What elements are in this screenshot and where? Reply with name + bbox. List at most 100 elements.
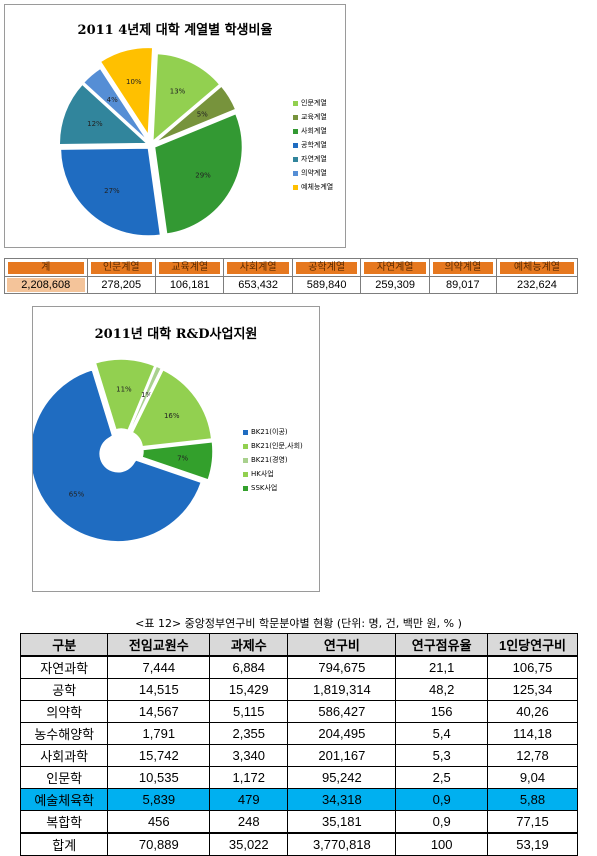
table-cell: 자연과학 (19, 655, 109, 679)
legend-label: BK21(이공) (251, 428, 288, 436)
legend-item: 의약계열 (293, 166, 333, 180)
table-cell: 합계 (19, 832, 109, 856)
table-cell: 6,884 (209, 655, 289, 679)
pie-slice (153, 84, 237, 144)
legend-item: 교육계열 (293, 110, 333, 124)
table-cell: 456 (107, 810, 211, 834)
header-label: 인문계열 (90, 261, 152, 274)
table-cell: 248 (209, 810, 289, 834)
table-cell: 156 (395, 700, 488, 723)
slice-label: 1% (141, 391, 152, 399)
table-cell: 0,9 (395, 788, 488, 811)
table-cell: 35,181 (287, 810, 397, 834)
legend-item: 사회계열 (293, 124, 333, 138)
table-header-cell: 계 (4, 258, 88, 277)
table-cell: 70,889 (107, 832, 211, 856)
table-cell: 232,624 (495, 276, 579, 294)
table-cell: 794,675 (287, 655, 397, 679)
table-cell: 공학 (19, 678, 109, 701)
table-cell: 9,04 (486, 766, 579, 789)
pie-slice (99, 46, 154, 138)
table-header-cell: 연구비 (287, 633, 397, 657)
table-header-cell: 인문계열 (86, 258, 156, 277)
cell-value: 2,208,608 (7, 278, 85, 292)
legend-label: 예체능계열 (301, 183, 334, 191)
table-caption: <표 12> 중앙정부연구비 학문분야별 현황 (단위: 명, 건, 백만 원,… (135, 617, 462, 630)
table-cell: 14,515 (107, 678, 211, 701)
pie-slice (58, 83, 150, 146)
table-cell: 5,839 (107, 788, 211, 811)
table-header-cell: 의약계열 (428, 258, 497, 277)
cell-value: 653,432 (238, 279, 279, 291)
chart-legend: BK21(이공) BK21(인문,사회) BK21(경영) HK사업 SSK사업 (243, 425, 303, 495)
header-label: 예체능계열 (499, 261, 574, 274)
table-cell: 204,495 (287, 722, 397, 745)
table-cell: 12,78 (486, 744, 579, 767)
pie-slice (94, 358, 156, 432)
legend-swatch (293, 170, 298, 176)
legend-label: SSK사업 (251, 484, 278, 492)
table-cell: 40,26 (486, 700, 579, 723)
table-cell: 77,15 (486, 810, 579, 834)
slice-label: 10% (126, 78, 142, 86)
research-fund-table: 구분 전임교원수 과제수 연구비 연구점유율 1인당연구비 자연과학 7,444 6,884 7… (19, 633, 579, 856)
table-cell: 653,432 (223, 276, 293, 294)
table-cell: 0,9 (395, 810, 488, 834)
legend-item: 예체능계열 (293, 180, 333, 194)
table-cell: 53,19 (486, 832, 579, 856)
legend-label: 의약계열 (301, 169, 327, 177)
legend-swatch (293, 100, 298, 106)
header-label: 사회계열 (227, 261, 289, 274)
legend-item: BK21(이공) (243, 425, 303, 439)
table-cell: 복합학 (19, 810, 109, 834)
table-header-row: 계 인문계열 교육계열 사회계열 공학계열 자연계열 의약계열 예체능계열 (4, 258, 579, 277)
table-cell: 예술체육학 (19, 788, 109, 811)
slice-label: 4% (107, 96, 118, 104)
slice-label: 65% (69, 491, 85, 499)
pie-chart-svg: 65% 11% 1% 16% 7% (33, 358, 214, 543)
table-cell: 7,444 (107, 655, 211, 679)
slice-label: 27% (104, 187, 120, 195)
legend-item: 자연계열 (293, 152, 333, 166)
cell-value: 589,840 (306, 279, 347, 291)
slice-label: 12% (87, 120, 103, 128)
table-cell: 2,208,608 (4, 276, 88, 294)
pie-chart-svg: 13% 5% 29% 27% 12% 4% 10% (58, 46, 244, 237)
table-cell: 201,167 (287, 744, 397, 767)
table-cell: 106,75 (486, 655, 579, 679)
legend-swatch (243, 429, 248, 435)
pie-slice (141, 440, 214, 481)
legend-label: 사회계열 (301, 127, 327, 135)
legend-item: BK21(경영) (243, 453, 303, 467)
table-row: 공학 14,515 15,429 1,819,314 48,2 125,34 (19, 678, 579, 701)
table-cell: 의약학 (19, 700, 109, 723)
table-cell: 사회과학 (19, 744, 109, 767)
table-cell: 2,355 (209, 722, 289, 745)
slice-label: 11% (116, 386, 132, 394)
legend-swatch (293, 142, 298, 148)
table-row: 2,208,608 278,205 106,181 653,432 589,840 259… (4, 276, 579, 294)
table-cell: 89,017 (428, 276, 497, 294)
table-header-cell: 공학계열 (291, 258, 362, 277)
table-header-cell: 교육계열 (154, 258, 225, 277)
table-cell: 259,309 (360, 276, 430, 294)
table-cell: 100 (395, 832, 488, 856)
table-row: 예술체육학 5,839 479 34,318 0,9 5,88 (19, 788, 579, 811)
student-ratio-chart: 2011 4년제 대학 계열별 학생비율 13% 5% 29% 27% 12% 4% 10%… (4, 4, 346, 248)
table-row: 합계 70,889 35,022 3,770,818 100 53,19 (19, 832, 579, 856)
table-cell: 1,791 (107, 722, 211, 745)
table-header-cell: 1인당연구비 (486, 633, 579, 657)
legend-swatch (243, 457, 248, 463)
legend-swatch (293, 114, 298, 120)
table-cell: 106,181 (154, 276, 225, 294)
table-cell: 125,34 (486, 678, 579, 701)
legend-label: 자연계열 (301, 155, 327, 163)
pie-slice (82, 67, 150, 143)
chart-legend: 인문계열 교육계열 사회계열 공학계열 자연계열 의약계열 예체능계열 (293, 96, 333, 194)
pie-slice (59, 147, 162, 237)
pie-slice (153, 112, 244, 235)
table-header-cell: 전임교원수 (107, 633, 211, 657)
table-row: 사회과학 15,742 3,340 201,167 5,3 12,78 (19, 744, 579, 767)
slice-label: 13% (170, 88, 186, 96)
student-count-table: 계 인문계열 교육계열 사회계열 공학계열 자연계열 의약계열 예체능계열 2,208,608… (4, 258, 579, 294)
